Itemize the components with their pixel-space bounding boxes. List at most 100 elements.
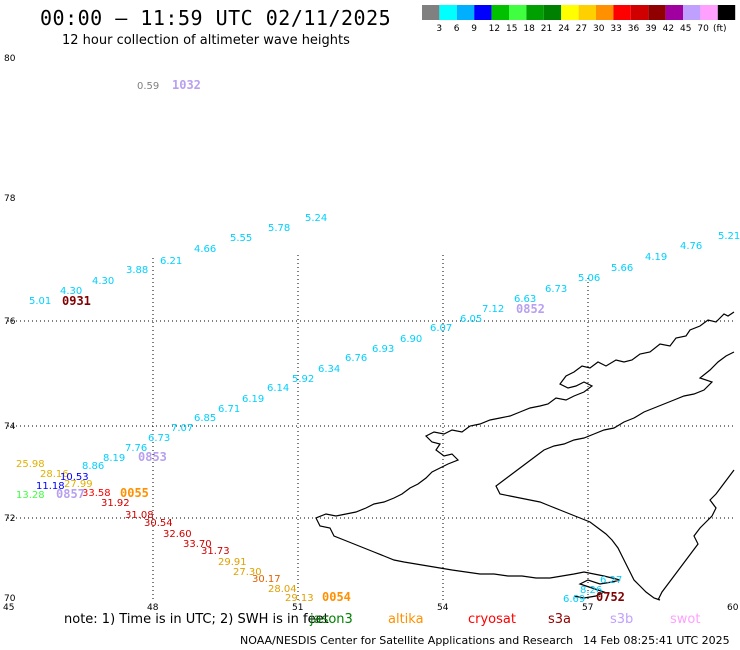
wave-height-value: 29.13 — [285, 593, 314, 604]
satellite-legend-s3a: s3a — [548, 612, 572, 627]
wave-height-value: 28.04 — [268, 584, 297, 595]
wave-height-value: 31.92 — [101, 498, 130, 509]
wave-height-value: 6.90 — [400, 334, 422, 345]
wave-height-value: 4.30 — [92, 276, 114, 287]
wave-height-value: 5.78 — [268, 223, 290, 234]
pass-time-label: 0852 — [516, 302, 545, 316]
greenland-coastline-south — [657, 469, 735, 601]
color-scale-swatch — [700, 5, 718, 20]
color-scale-label: 36 — [628, 24, 640, 34]
color-scale-label: 33 — [610, 24, 621, 34]
pass-time-label: 0054 — [322, 590, 351, 604]
wave-height-value: 6.71 — [218, 404, 240, 415]
wave-height-value: 32.60 — [163, 529, 192, 540]
lon-label: 51 — [292, 603, 303, 613]
color-scale-swatch — [491, 5, 509, 20]
color-scale-swatch — [422, 5, 440, 20]
wave-height-value: 11.18 — [36, 481, 65, 492]
wave-height-observations: 0.59 5.24 5.78 5.55 4.66 6.21 3.88 4.30 4.30 5.01… — [16, 81, 740, 605]
pass-time-label: 1032 — [172, 78, 201, 92]
wave-height-value: 5.21 — [718, 231, 740, 242]
color-scale-label: 70 — [697, 24, 709, 34]
color-scale-swatch — [596, 5, 614, 20]
wave-height-value: 6.76 — [345, 353, 367, 364]
wave-height-value: 31.73 — [201, 546, 230, 557]
color-scale-legend: 3 6 9 12 15 18 21 24 27 30 33 36 39 42 45 70 (ft) — [422, 5, 736, 34]
color-scale-label: 45 — [680, 24, 691, 34]
wave-height-value: 6.34 — [318, 364, 340, 375]
wave-height-value: 6.19 — [242, 394, 264, 405]
wave-height-value: 28.16 — [40, 469, 69, 480]
wave-height-value: 5.55 — [230, 233, 252, 244]
wave-height-value: 6.85 — [194, 413, 216, 424]
color-scale-label: 15 — [506, 24, 517, 34]
wave-height-value: 6.93 — [372, 344, 394, 355]
wave-height-value: 8.19 — [103, 453, 125, 464]
satellite-legend-cryosat: cryosat — [468, 612, 516, 627]
color-scale-swatch — [578, 5, 596, 20]
wave-height-value: 8.26 — [580, 585, 602, 596]
greenland-coastline — [315, 311, 735, 599]
color-scale-label: 39 — [645, 24, 657, 34]
lon-label: 54 — [437, 603, 449, 613]
wave-height-value: 4.66 — [194, 244, 216, 255]
wave-height-value: 5.06 — [578, 273, 600, 284]
wave-height-value: 5.66 — [611, 263, 633, 274]
satellite-pass-labels: 1032 0931 0852 0853 0857 0055 0054 0752 — [56, 78, 625, 604]
color-scale-label: 3 — [436, 24, 442, 34]
wave-height-value: 31.08 — [125, 510, 154, 521]
wave-height-value: 5.92 — [292, 374, 314, 385]
color-scale-swatch — [456, 5, 475, 20]
wave-height-value: 6.69 — [563, 594, 585, 605]
color-scale-label: 24 — [558, 24, 570, 34]
wave-height-value: 6.14 — [267, 383, 289, 394]
pass-time-label: 0752 — [596, 590, 625, 604]
color-scale-swatch — [561, 5, 579, 20]
wave-height-value: 7.76 — [125, 443, 147, 454]
wave-height-value: 5.24 — [305, 213, 327, 224]
wave-height-value: 5.01 — [29, 296, 51, 307]
wave-height-value: 4.30 — [60, 286, 82, 297]
color-scale-swatch — [543, 5, 562, 20]
color-scale-swatch — [439, 5, 457, 20]
latitude-labels: 80 78 76 74 72 70 — [4, 54, 16, 604]
color-scale-swatch — [648, 5, 666, 20]
satellite-legend-s3b: s3b — [610, 612, 634, 627]
color-scale-label: 21 — [541, 24, 552, 34]
wave-height-value: 10.53 — [60, 472, 89, 483]
page-subtitle: 12 hour collection of altimeter wave hei… — [62, 33, 350, 48]
wave-height-value: 6.27 — [600, 575, 622, 586]
lon-label: 57 — [582, 603, 593, 613]
wave-height-value: 6.73 — [545, 284, 567, 295]
lat-label: 72 — [4, 514, 15, 524]
pass-time-label: 0853 — [138, 450, 167, 464]
wave-height-value: 6.73 — [148, 433, 170, 444]
satellite-legend-altika: altika — [388, 612, 424, 627]
color-scale-swatch — [474, 5, 492, 20]
lat-label: 80 — [4, 54, 16, 64]
wave-height-value: 6.21 — [160, 256, 182, 267]
color-scale-swatch — [717, 5, 736, 20]
color-scale-label: 9 — [471, 24, 477, 34]
color-scale-swatch — [630, 5, 649, 20]
lon-label: 60 — [727, 603, 739, 613]
color-scale-label: 27 — [576, 24, 587, 34]
footer-timestamp: 14 Feb 08:25:41 UTC 2025 — [583, 634, 730, 647]
wave-height-value: 3.88 — [126, 265, 148, 276]
color-scale-label: 30 — [593, 24, 605, 34]
color-scale-swatch — [683, 5, 701, 20]
wave-height-value: 25.98 — [16, 459, 45, 470]
wave-height-value: 27.99 — [64, 479, 93, 490]
footer-credit: NOAA/NESDIS Center for Satellite Applica… — [240, 634, 574, 647]
wave-height-value: 27.30 — [233, 567, 262, 578]
lat-label: 74 — [4, 422, 16, 432]
greenland-coastline-east — [495, 351, 735, 601]
wave-height-value: 7.12 — [482, 304, 504, 315]
wave-height-value: 6.05 — [460, 314, 482, 325]
longitude-labels: 45 48 51 54 57 60 — [3, 603, 739, 613]
pass-time-label: 0857 — [56, 487, 85, 501]
color-scale-swatch — [509, 5, 527, 20]
wave-height-value: 7.07 — [171, 423, 193, 434]
map-grid — [8, 255, 734, 600]
